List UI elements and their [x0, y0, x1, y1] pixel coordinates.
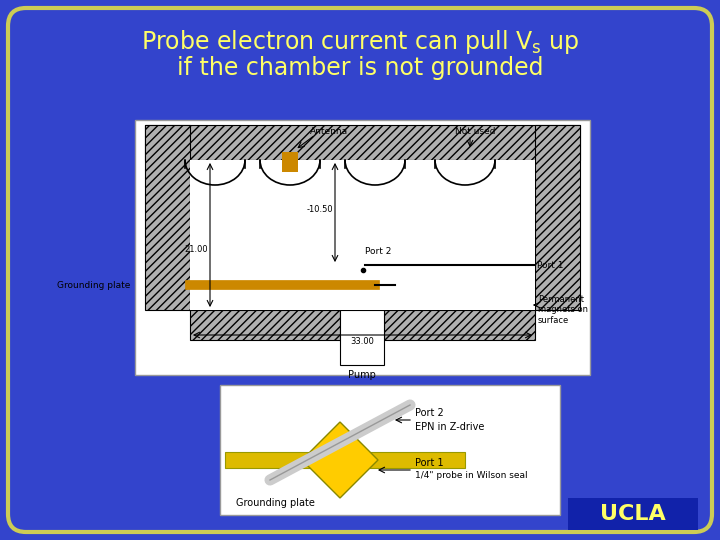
- Text: Grounding plate: Grounding plate: [57, 280, 130, 289]
- Text: Antenna: Antenna: [310, 127, 348, 137]
- Bar: [282, 152, 298, 172]
- Bar: [135, 120, 590, 375]
- Text: Not used: Not used: [455, 127, 495, 137]
- Text: EPN in Z-drive: EPN in Z-drive: [415, 422, 485, 432]
- Bar: [535, 125, 580, 310]
- Text: Port 2: Port 2: [365, 246, 392, 255]
- Text: 1/4" probe in Wilson seal: 1/4" probe in Wilson seal: [415, 471, 528, 481]
- Text: Pump: Pump: [348, 370, 376, 380]
- Bar: [225, 452, 465, 468]
- Text: 21.00: 21.00: [184, 246, 208, 254]
- Polygon shape: [302, 422, 378, 498]
- Text: Port 1: Port 1: [537, 260, 564, 269]
- Text: Grounding plate: Grounding plate: [235, 498, 315, 508]
- Text: if the chamber is not grounded: if the chamber is not grounded: [176, 56, 544, 80]
- Text: 33.00: 33.00: [350, 337, 374, 346]
- Text: -10.50: -10.50: [307, 206, 333, 214]
- Bar: [190, 310, 340, 340]
- Bar: [220, 385, 560, 515]
- Text: Port 1: Port 1: [415, 458, 444, 468]
- Text: Permanent
magnets on
surface: Permanent magnets on surface: [538, 295, 588, 325]
- Bar: [145, 125, 580, 160]
- Text: UCLA: UCLA: [600, 504, 666, 524]
- FancyBboxPatch shape: [8, 8, 712, 532]
- Bar: [568, 498, 698, 530]
- Bar: [190, 160, 535, 310]
- Bar: [340, 310, 384, 365]
- Bar: [384, 310, 535, 340]
- Text: Port 2: Port 2: [415, 408, 444, 418]
- Bar: [145, 125, 190, 310]
- Text: Probe electron current can pull $\mathregular{V_s}$ up: Probe electron current can pull $\mathre…: [141, 28, 579, 56]
